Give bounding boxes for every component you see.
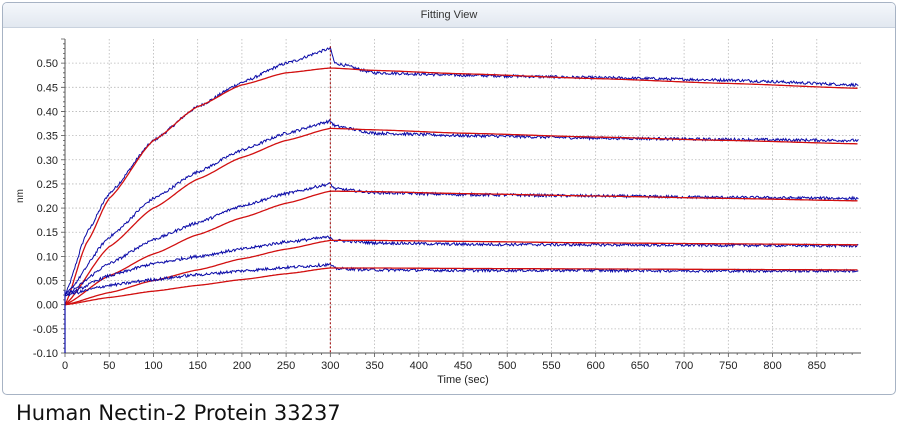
x-tick-label: 450 (454, 360, 472, 372)
fitting-view-window: 0 50 100 150 200 250 300 350 400 450 500 550 600 650 7… (2, 2, 896, 395)
x-tick-label: 800 (763, 360, 781, 372)
y-tick-label: 0.35 (37, 131, 58, 143)
fit-curve (64, 67, 858, 305)
fitting-chart: 0 50 100 150 200 250 300 350 400 450 500 550 600 650 7… (15, 38, 861, 386)
x-tick-label: 850 (808, 360, 826, 372)
fit-curve (64, 239, 858, 306)
y-axis-label: nm (15, 189, 26, 203)
y-tick-label: 0.05 (37, 276, 58, 288)
y-tick-label: 0.20 (37, 203, 58, 215)
y-tick-label: -0.10 (33, 348, 58, 360)
measured-curve (64, 262, 859, 297)
y-tick-label: 0.15 (37, 227, 58, 239)
x-tick-label: 650 (631, 360, 649, 372)
x-tick-label: 0 (62, 360, 68, 372)
y-tick-label: 0.30 (37, 155, 58, 167)
x-tick-label: 50 (103, 360, 115, 372)
x-tick-label: 300 (321, 360, 339, 372)
y-tick-label: 0.40 (37, 106, 58, 118)
x-tick-label: 350 (365, 360, 383, 372)
measured-curve (64, 235, 859, 297)
y-tick-label: 0.50 (37, 58, 58, 70)
y-tick-label: 0.25 (37, 179, 58, 191)
x-tick-label: 500 (498, 360, 516, 372)
y-tick-label: -0.05 (33, 324, 58, 336)
measured-curve (64, 118, 859, 295)
x-tick-label: 750 (719, 360, 737, 372)
x-tick-label: 550 (542, 360, 560, 372)
fit-curve (64, 267, 858, 306)
x-tick-label: 250 (277, 360, 295, 372)
x-axis-label: Time (sec) (437, 374, 489, 386)
measured-curve (64, 45, 859, 295)
x-tick-label: 100 (144, 360, 162, 372)
fitting-view-title: Fitting View (3, 3, 895, 28)
x-tick-label: 200 (233, 360, 251, 372)
figure-caption: Human Nectin-2 Protein 33237 (16, 401, 341, 425)
x-tick-label: 600 (586, 360, 604, 372)
x-tick-label: 700 (675, 360, 693, 372)
fit-curve (64, 190, 858, 306)
y-tick-label: 0.00 (37, 300, 58, 312)
y-tick-label: 0.10 (37, 251, 58, 263)
y-tick-label: 0.45 (37, 82, 58, 94)
x-tick-label: 150 (188, 360, 206, 372)
x-tick-label: 400 (410, 360, 428, 372)
fit-curve (64, 127, 858, 306)
